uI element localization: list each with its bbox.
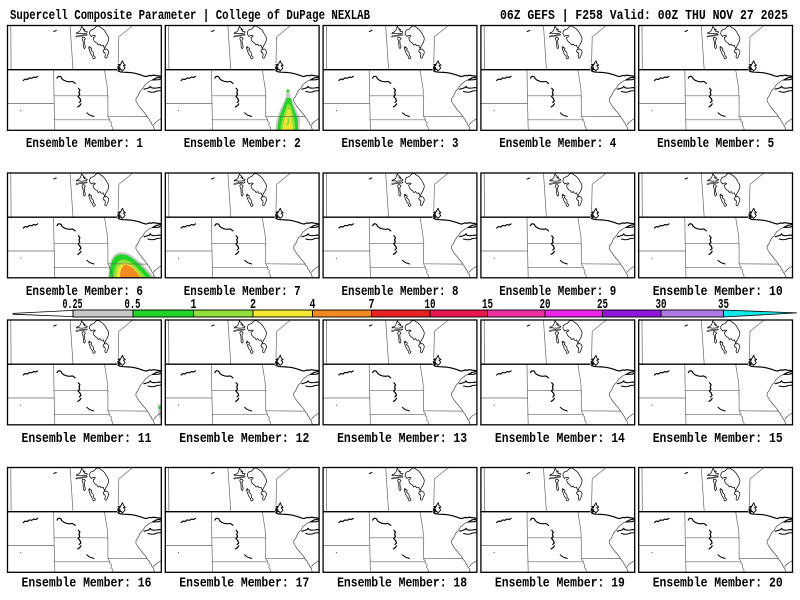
svg-text:Ensemble Member: 5: Ensemble Member: 5 [657,136,774,152]
svg-text:0.5: 0.5 [125,297,141,313]
svg-text:35: 35 [718,297,729,313]
svg-text:0.25: 0.25 [63,297,83,313]
svg-text:10: 10 [425,297,436,313]
svg-text:Ensemble Member: 20: Ensemble Member: 20 [653,576,783,592]
svg-text:Ensemble Member: 13: Ensemble Member: 13 [337,431,467,447]
svg-text:15: 15 [482,297,493,313]
svg-text:Ensemble Member: 9: Ensemble Member: 9 [499,284,616,300]
svg-text:2: 2 [250,297,256,313]
svg-text:Ensemble Member: 1: Ensemble Member: 1 [26,136,143,152]
svg-text:Ensemble Member: 7: Ensemble Member: 7 [184,284,301,300]
svg-text:Ensemble Member: 6: Ensemble Member: 6 [26,284,143,300]
svg-text:Ensemble Member: 2: Ensemble Member: 2 [184,136,301,152]
svg-text:Ensemble Member: 16: Ensemble Member: 16 [22,576,152,592]
svg-text:Ensemble Member: 11: Ensemble Member: 11 [22,431,152,447]
svg-text:Ensemble Member: 14: Ensemble Member: 14 [495,431,625,447]
svg-text:Supercell Composite Parameter: Supercell Composite Parameter | College … [10,8,370,24]
svg-text:7: 7 [369,297,375,313]
svg-text:4: 4 [310,297,316,313]
svg-text:Ensemble Member: 3: Ensemble Member: 3 [342,136,459,152]
svg-text:30: 30 [656,297,667,313]
svg-text:Ensemble Member: 10: Ensemble Member: 10 [653,284,783,300]
svg-text:Ensemble Member: 18: Ensemble Member: 18 [337,576,467,592]
svg-text:Ensemble Member: 19: Ensemble Member: 19 [495,576,625,592]
svg-text:Ensemble Member: 4: Ensemble Member: 4 [499,136,616,152]
svg-text:06Z GEFS | F258 Valid: 00Z THU: 06Z GEFS | F258 Valid: 00Z THU NOV 27 20… [500,8,788,24]
svg-text:20: 20 [540,297,551,313]
svg-text:Ensemble Member: 8: Ensemble Member: 8 [342,284,459,300]
svg-text:25: 25 [597,297,608,313]
svg-text:Ensemble Member: 12: Ensemble Member: 12 [179,431,309,447]
svg-text:Ensemble Member: 15: Ensemble Member: 15 [653,431,783,447]
svg-text:1: 1 [191,297,197,313]
svg-text:Ensemble Member: 17: Ensemble Member: 17 [179,576,309,592]
